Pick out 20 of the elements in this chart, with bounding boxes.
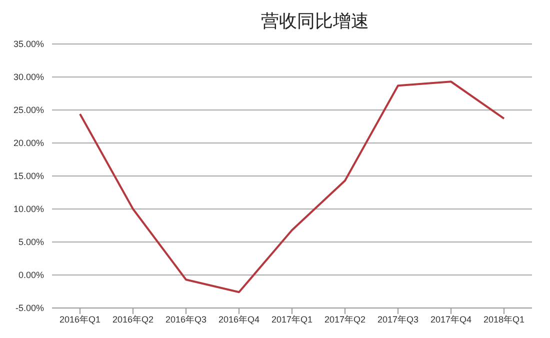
y-tick-label: 5.00%: [18, 237, 44, 248]
y-tick-label: -5.00%: [15, 303, 44, 314]
y-tick-label: 10.00%: [13, 204, 44, 214]
y-tick-label: 20.00%: [13, 138, 44, 148]
x-tick-label: 2016年Q3: [165, 314, 207, 324]
y-tick-label: 35.00%: [13, 39, 44, 50]
y-tick-label: 0.00%: [18, 270, 44, 280]
x-tick-label: 2016年Q4: [218, 314, 260, 324]
x-tick-label: 2016年Q1: [59, 314, 101, 324]
line-series: [79, 80, 505, 294]
x-tick-label: 2017年Q1: [271, 314, 313, 324]
x-tick-label: 2017年Q2: [324, 314, 366, 324]
y-tick-label: 30.00%: [13, 72, 44, 82]
y-tick-label: 15.00%: [13, 171, 44, 182]
chart-title: 营收同比增速: [260, 10, 370, 34]
y-tick-label: 25.00%: [13, 105, 44, 116]
x-tick-label: 2018年Q1: [483, 314, 525, 324]
x-tick-label: 2017年Q3: [377, 314, 419, 324]
x-tick-label: 2017年Q4: [430, 314, 472, 324]
x-tick-label: 2016年Q2: [112, 314, 154, 324]
